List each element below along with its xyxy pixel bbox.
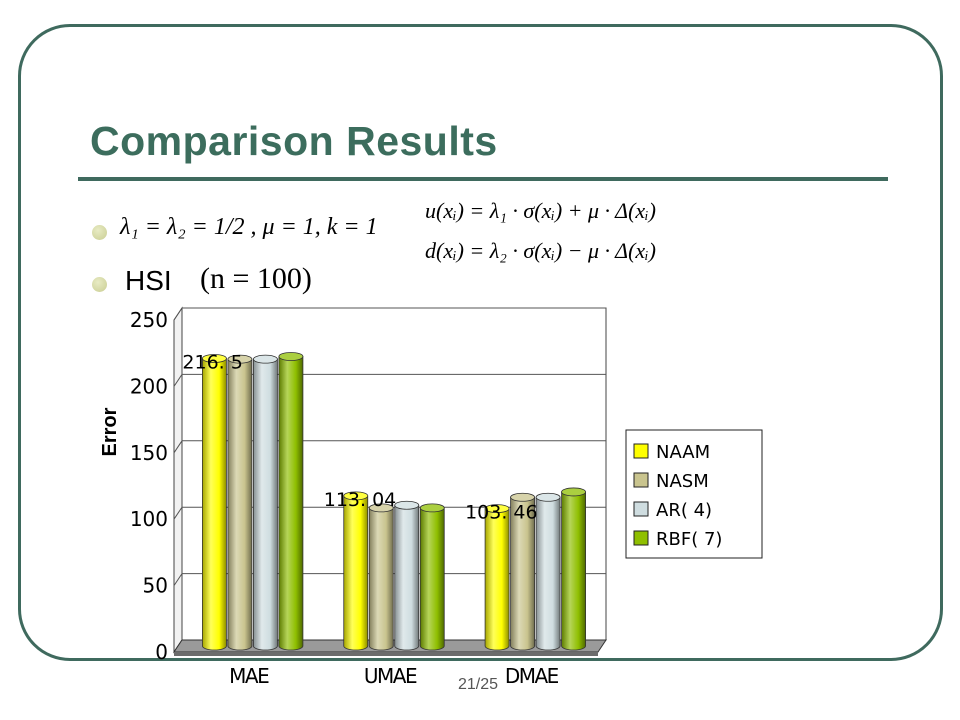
bar-nasm-umae: [368, 507, 394, 651]
bullet-dot-1: [92, 225, 107, 240]
legend-entry: NAAM: [656, 442, 710, 463]
gridline: [173, 373, 606, 387]
legend: NAAM NASM AR( 4) RBF( 7): [625, 429, 763, 559]
bar-ar4-mae: [253, 358, 278, 651]
bar-cap: [394, 500, 420, 510]
labels-layer: MAE UMAE DMAE 216. 5 113. 04 103. 46: [182, 351, 560, 688]
legend-swatch: [633, 443, 649, 459]
gridline: [173, 440, 606, 454]
y-tick-label: 200: [130, 374, 168, 398]
bar-cap: [510, 492, 535, 502]
bullet-dot-2: [92, 277, 107, 292]
hsi-label: HSI: [125, 265, 172, 296]
data-label: 113. 04: [324, 489, 397, 511]
bar-rbf7-dmae: [561, 491, 586, 651]
title-underline: [78, 177, 888, 181]
y-tick-label: 150: [130, 441, 168, 465]
legend-box: [625, 429, 763, 559]
bar-cap: [253, 354, 278, 364]
x-category-label: UMAE: [364, 664, 417, 688]
bar-naam-dmae: [484, 508, 510, 651]
y-axis-title: Error: [99, 407, 121, 456]
y-tick-label: 50: [143, 574, 168, 598]
bar-cap: [202, 354, 227, 363]
bar-ar4-umae: [394, 504, 420, 651]
y-tick-label: 100: [130, 507, 168, 531]
legend-swatch: [633, 501, 649, 517]
data-label: 216. 5: [182, 351, 242, 373]
x-category-label: DMAE: [505, 664, 559, 688]
legend-entry: NASM: [656, 471, 709, 492]
legend-swatch: [633, 530, 649, 546]
data-label: 103. 46: [465, 502, 538, 524]
bar-rbf7-mae: [278, 356, 304, 651]
bar-cap: [227, 354, 253, 364]
formula-d: d(xᵢ) = λ₂ · σ(xᵢ) − μ · Δ(xᵢ): [425, 238, 656, 263]
bar-nasm-dmae: [510, 496, 535, 651]
bar-cap: [419, 503, 445, 513]
bar-ar4-dmae: [535, 496, 561, 651]
bar-cap: [484, 504, 510, 514]
page-number: 21/25: [458, 676, 499, 693]
chart-floor-edge: [174, 652, 598, 656]
gridline: [173, 307, 606, 321]
bar-nasm-mae: [227, 358, 253, 651]
y-tick-label: 0: [155, 640, 168, 664]
sample-size-formula: (n = 100): [200, 262, 312, 295]
legend-swatch: [633, 472, 649, 488]
chart-side-wall: [173, 306, 183, 654]
lambda-mu-formula: λ₁ = λ₂ = 1/2 , μ = 1, k = 1: [120, 214, 378, 240]
gridline: [173, 573, 606, 586]
bar-naam-mae: [202, 358, 227, 651]
y-tick-label: 250: [130, 308, 168, 332]
slide-title: Comparison Results: [90, 118, 498, 164]
legend-entry: RBF( 7): [656, 529, 722, 550]
bars-layer: [202, 352, 586, 651]
bar-cap: [535, 492, 561, 502]
bar-rbf7-umae: [419, 507, 445, 651]
bar-naam-umae: [343, 495, 369, 651]
bar-cap: [278, 352, 304, 361]
bar-cap: [368, 503, 394, 513]
bar-cap: [343, 491, 369, 501]
formula-u: u(xᵢ) = λ₁ · σ(xᵢ) + μ · Δ(xᵢ): [425, 198, 656, 223]
x-category-label: MAE: [229, 664, 269, 688]
bar-cap: [561, 487, 586, 497]
gridline: [173, 506, 606, 520]
legend-entry: AR( 4): [656, 500, 712, 521]
